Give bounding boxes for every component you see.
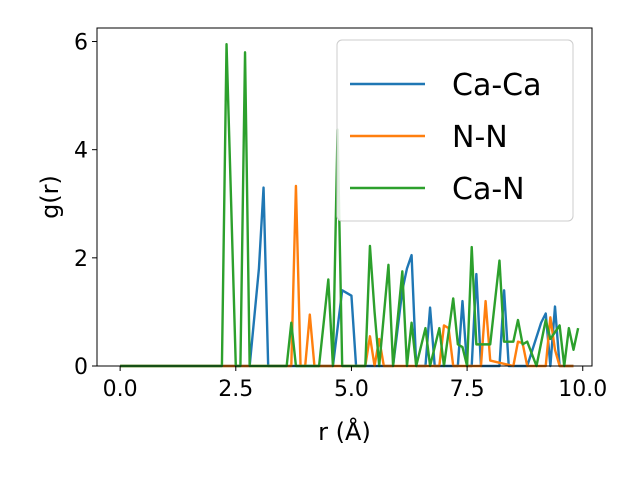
x-tick-label: 0.0	[103, 377, 138, 402]
legend: Ca-Ca N-N Ca-N	[336, 39, 574, 222]
x-axis-ticks: 0.0 2.5 5.0 7.5 10.0	[103, 366, 607, 402]
plot-frame	[96, 27, 593, 367]
legend-label-ca-ca: Ca-Ca	[452, 68, 542, 103]
y-tick-label: 6	[74, 31, 88, 56]
legend-box	[336, 39, 574, 222]
y-axis-label: g(r)	[36, 175, 64, 219]
x-tick-label: 7.5	[450, 377, 485, 402]
y-tick-label: 2	[74, 247, 88, 272]
y-tick-label: 0	[74, 355, 88, 380]
y-axis-ticks: 0 2 4 6	[74, 31, 97, 380]
x-tick-label: 10.0	[558, 377, 607, 402]
legend-label-n-n: N-N	[452, 120, 508, 155]
y-tick-label: 4	[74, 139, 88, 164]
x-tick-label: 5.0	[334, 377, 369, 402]
x-tick-label: 2.5	[218, 377, 253, 402]
x-axis-label: r (Å)	[318, 417, 371, 446]
legend-label-ca-n: Ca-N	[452, 172, 525, 207]
